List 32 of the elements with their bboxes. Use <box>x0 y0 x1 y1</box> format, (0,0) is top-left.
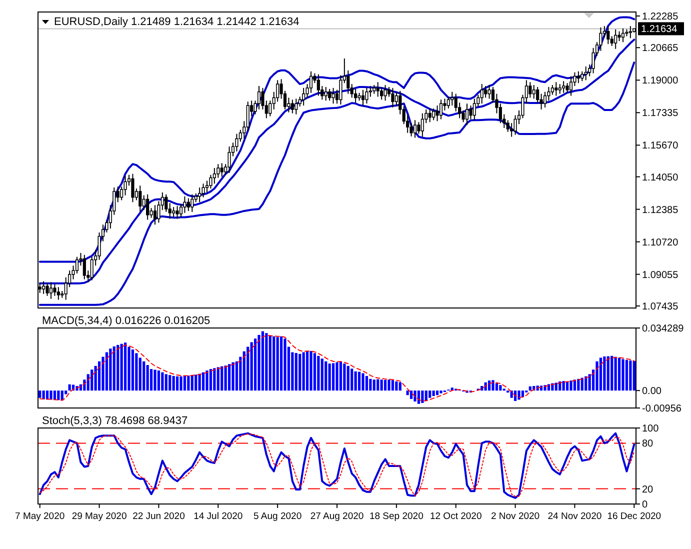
y-tick-label: 0.034289 <box>642 324 684 334</box>
y-tick-label: 1.09055 <box>642 270 679 281</box>
y-tick-label: 1.07435 <box>642 301 679 312</box>
x-tick-label: 27 Aug 2020 <box>310 511 364 522</box>
x-tick-label: 14 Jul 2020 <box>194 511 243 522</box>
y-tick-label: 20 <box>642 484 654 496</box>
y-tick-label: -0.00956 <box>642 404 682 414</box>
x-tick-label: 5 Aug 2020 <box>254 511 302 522</box>
chart-title: EURUSD,Daily 1.21489 1.21634 1.21442 1.21634 <box>54 16 300 28</box>
chart-title: MACD(5,34,4) 0.016226 0.016205 <box>42 315 210 327</box>
ref-line-label: 1.21634 <box>641 24 678 36</box>
y-tick-label: 1.17335 <box>642 108 679 120</box>
x-tick-label: 7 May 2020 <box>15 511 65 522</box>
y-tick-label: 1.12385 <box>642 204 679 216</box>
x-tick-label: 12 Oct 2020 <box>430 511 482 522</box>
x-tick-label: 18 Sep 2020 <box>369 511 424 522</box>
y-tick-label: 1.20665 <box>642 43 679 54</box>
x-tick-label: 29 May 2020 <box>72 511 127 522</box>
chart-title: Stoch(5,3,3) 78.4698 68.9437 <box>42 415 188 427</box>
y-tick-label: 1.22285 <box>642 12 679 23</box>
x-tick-label: 24 Nov 2020 <box>548 511 602 522</box>
y-tick-label: 80 <box>642 438 654 450</box>
x-tick-label: 2 Nov 2020 <box>490 511 540 522</box>
y-tick-label: 1.15670 <box>642 140 679 152</box>
y-tick-label: 1.10720 <box>642 237 679 248</box>
x-tick-label: 22 Jun 2020 <box>132 511 185 522</box>
x-tick-label: 16 Dec 2020 <box>607 511 662 522</box>
y-tick-label: 100 <box>642 424 660 434</box>
y-tick-label: 1.14050 <box>642 172 679 184</box>
y-tick-label: 0 <box>642 500 648 510</box>
y-tick-label: 1.19000 <box>642 76 679 87</box>
y-tick-label: 0.00 <box>642 386 662 398</box>
